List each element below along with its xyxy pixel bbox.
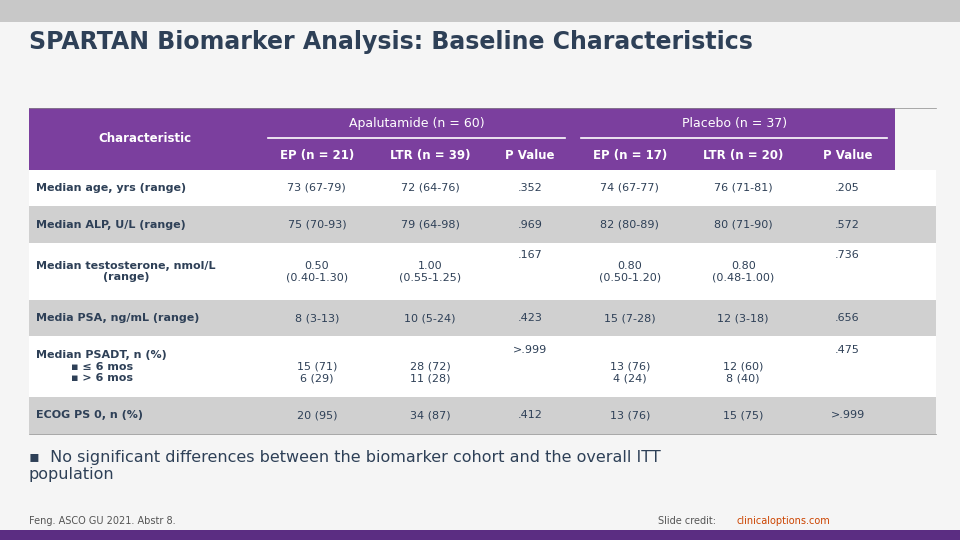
Bar — [29, 300, 936, 336]
Text: Apalutamide (n = 60): Apalutamide (n = 60) — [348, 117, 485, 130]
Text: 76 (71-81): 76 (71-81) — [714, 183, 773, 193]
Text: 13 (76)
4 (24): 13 (76) 4 (24) — [610, 350, 650, 383]
Text: 80 (71-90): 80 (71-90) — [714, 220, 773, 229]
Text: clinicaloptions.com: clinicaloptions.com — [736, 516, 830, 526]
Text: 34 (87): 34 (87) — [410, 410, 450, 420]
Text: 0.50
(0.40-1.30): 0.50 (0.40-1.30) — [286, 261, 348, 282]
Text: 82 (80-89): 82 (80-89) — [600, 220, 660, 229]
Text: 28 (72)
11 (28): 28 (72) 11 (28) — [410, 350, 450, 383]
Text: .423: .423 — [517, 313, 542, 323]
Text: Media PSA, ng/mL (range): Media PSA, ng/mL (range) — [36, 313, 200, 323]
Bar — [373, 141, 487, 170]
Text: .572: .572 — [835, 220, 860, 229]
Text: 13 (76): 13 (76) — [610, 410, 650, 420]
Text: Median age, yrs (range): Median age, yrs (range) — [36, 183, 186, 193]
Bar — [0, 0, 960, 22]
Text: .656: .656 — [835, 313, 860, 323]
Text: ECOG PS 0, n (%): ECOG PS 0, n (%) — [36, 410, 143, 420]
Text: 74 (67-77): 74 (67-77) — [600, 183, 660, 193]
Text: 79 (64-98): 79 (64-98) — [400, 220, 460, 229]
Text: .412: .412 — [517, 410, 542, 420]
Text: 0.80
(0.50-1.20): 0.80 (0.50-1.20) — [599, 261, 660, 282]
Text: EP (n = 21): EP (n = 21) — [279, 149, 354, 162]
Text: P Value: P Value — [823, 149, 873, 162]
Text: EP (n = 17): EP (n = 17) — [592, 149, 667, 162]
Text: 0.80
(0.48-1.00): 0.80 (0.48-1.00) — [712, 261, 775, 282]
Text: Placebo (n = 37): Placebo (n = 37) — [682, 117, 786, 130]
Text: 73 (67-79): 73 (67-79) — [287, 183, 347, 193]
Text: 72 (64-76): 72 (64-76) — [401, 183, 460, 193]
Text: 15 (75): 15 (75) — [723, 410, 763, 420]
Text: 15 (7-28): 15 (7-28) — [604, 313, 656, 323]
Text: 12 (3-18): 12 (3-18) — [717, 313, 769, 323]
Text: .736: .736 — [835, 251, 860, 260]
Text: Characteristic: Characteristic — [98, 132, 191, 145]
Text: .205: .205 — [835, 183, 860, 193]
Text: Median testosterone, nmol/L
(range): Median testosterone, nmol/L (range) — [36, 261, 216, 282]
Bar — [686, 141, 800, 170]
Text: .167: .167 — [517, 251, 542, 260]
Text: Median PSADT, n (%)
▪ ≤ 6 mos
▪ > 6 mos: Median PSADT, n (%) ▪ ≤ 6 mos ▪ > 6 mos — [36, 350, 167, 383]
Text: 8 (3-13): 8 (3-13) — [295, 313, 339, 323]
Bar — [29, 397, 936, 434]
Text: >.999: >.999 — [830, 410, 865, 420]
Text: Feng. ASCO GU 2021. Abstr 8.: Feng. ASCO GU 2021. Abstr 8. — [29, 516, 176, 526]
Bar — [573, 108, 895, 141]
Text: 12 (60)
8 (40): 12 (60) 8 (40) — [723, 350, 763, 383]
Bar — [0, 530, 960, 540]
Text: P Value: P Value — [505, 149, 555, 162]
Text: .475: .475 — [835, 345, 860, 355]
Bar — [260, 141, 373, 170]
Text: LTR (n = 20): LTR (n = 20) — [703, 149, 783, 162]
Text: 15 (71)
6 (29): 15 (71) 6 (29) — [297, 350, 337, 383]
Bar — [260, 108, 573, 141]
Text: SPARTAN Biomarker Analysis: Baseline Characteristics: SPARTAN Biomarker Analysis: Baseline Cha… — [29, 30, 753, 53]
Bar — [29, 206, 936, 243]
Text: 20 (95): 20 (95) — [297, 410, 337, 420]
Text: ▪  No significant differences between the biomarker cohort and the overall ITT
p: ▪ No significant differences between the… — [29, 450, 660, 482]
Text: 75 (70-93): 75 (70-93) — [288, 220, 347, 229]
Bar — [487, 141, 573, 170]
Text: 10 (5-24): 10 (5-24) — [404, 313, 456, 323]
Bar — [29, 170, 936, 206]
Text: .352: .352 — [517, 183, 542, 193]
Text: 1.00
(0.55-1.25): 1.00 (0.55-1.25) — [399, 261, 462, 282]
Text: >.999: >.999 — [513, 345, 547, 355]
Text: Median ALP, U/L (range): Median ALP, U/L (range) — [36, 220, 186, 229]
Text: .969: .969 — [517, 220, 542, 229]
Text: LTR (n = 39): LTR (n = 39) — [390, 149, 470, 162]
Bar — [573, 141, 686, 170]
Bar — [800, 141, 895, 170]
Text: Slide credit:: Slide credit: — [658, 516, 719, 526]
